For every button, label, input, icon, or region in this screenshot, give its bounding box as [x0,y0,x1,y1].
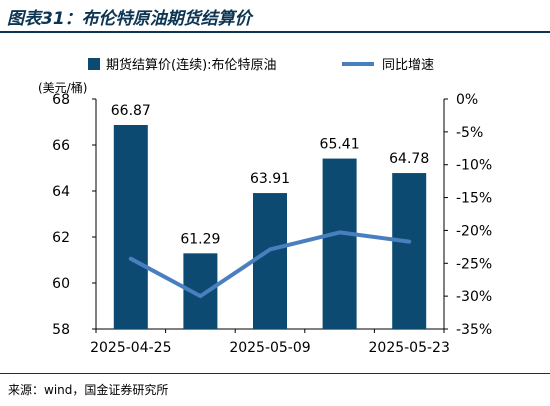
bar-data-labels: 66.87 61.29 63.91 65.41 64.78 [111,103,429,247]
source-note: 来源：wind，国金证券研究所 [8,383,169,397]
left-axis-tick-label: 68 [52,92,70,108]
line-series [128,230,412,299]
left-axis-tick-label: 58 [52,322,70,338]
right-axis-tick-label: -5% [456,125,483,141]
legend-bar-swatch [88,58,100,70]
x-axis-tick-label: 2025-04-25 [90,340,171,356]
footer-divider [0,373,550,374]
right-axis-tick-label: -10% [456,158,492,174]
bar [253,193,287,329]
page-title: 图表31：布伦特原油期货结算价 [7,9,252,29]
bar-data-label: 64.78 [389,151,429,167]
chart-canvas: 期货结算价(连续):布伦特原油 同比增速 (美元/桶) 58 60 62 64 66 68… [38,57,492,356]
bar [322,158,357,329]
left-axis-tick-label: 64 [52,184,70,200]
right-axis-tick-label: -20% [456,223,492,239]
right-axis-tick-label: -25% [456,256,492,272]
bar-series [113,124,427,330]
right-axis-tick-label: -30% [456,289,492,305]
right-axis-tick-label: 0% [456,92,478,108]
left-axis-unit-label: (美元/桶) [38,80,87,95]
legend-bar-label: 期货结算价(连续):布伦特原油 [106,57,277,73]
bar [113,124,148,330]
legend: 期货结算价(连续):布伦特原油 同比增速 [88,57,434,73]
bar-data-label: 65.41 [320,137,360,153]
bar-data-label: 66.87 [111,103,151,119]
title-bar: 图表31：布伦特原油期货结算价 [0,0,550,34]
left-axis-tick-label: 62 [52,230,70,246]
x-axis-tick-label: 2025-05-09 [229,340,310,356]
bar-data-label: 63.91 [250,171,290,187]
left-axis-tick-label: 66 [52,138,70,154]
title-divider [0,31,550,33]
bar-data-label: 61.29 [180,231,220,247]
legend-line-label: 同比增速 [382,58,434,73]
right-axis-tick-label: -15% [456,191,492,207]
left-axis-tick-label: 60 [52,276,70,292]
bar [392,173,427,329]
right-axis-tick-label: -35% [456,322,492,338]
x-axis-tick-label: 2025-05-23 [369,340,450,356]
axes: 58 60 62 64 66 68 0% -5% -10% -15% -20% -25% -30% -35… [52,92,492,356]
